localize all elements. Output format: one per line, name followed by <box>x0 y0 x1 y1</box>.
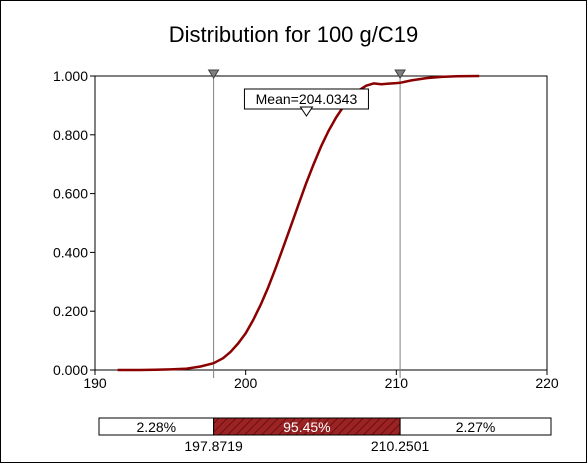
cumulative-curve <box>117 74 480 372</box>
mean-label: Mean=204.0343 <box>256 91 358 107</box>
x-tick-label: 200 <box>234 375 258 391</box>
marker-value-low: 197.8719 <box>184 438 243 454</box>
band-right <box>399 417 552 436</box>
mean-indicator <box>299 106 314 117</box>
y-tick-label: 0.400 <box>53 244 88 260</box>
marker-triangle <box>207 69 220 79</box>
band-left-label: 2.28% <box>136 419 176 435</box>
y-tick-label: 0.000 <box>53 362 88 378</box>
band-middle-label: 95.45% <box>283 419 330 435</box>
marker-value-high: 210.2501 <box>371 438 430 454</box>
y-tick-label: 0.800 <box>53 127 88 143</box>
x-tick-label: 220 <box>535 375 559 391</box>
x-tick-label: 210 <box>385 375 409 391</box>
marker-triangle <box>394 69 407 79</box>
y-tick-label: 0.200 <box>53 303 88 319</box>
y-tick-label: 1.000 <box>53 68 88 84</box>
plot-area <box>94 75 548 371</box>
chart-title: Distribution for 100 g/C19 <box>168 22 419 47</box>
band-right-label: 2.27% <box>456 419 496 435</box>
y-tick-label: 0.600 <box>53 186 88 202</box>
x-tick-label: 190 <box>83 375 107 391</box>
